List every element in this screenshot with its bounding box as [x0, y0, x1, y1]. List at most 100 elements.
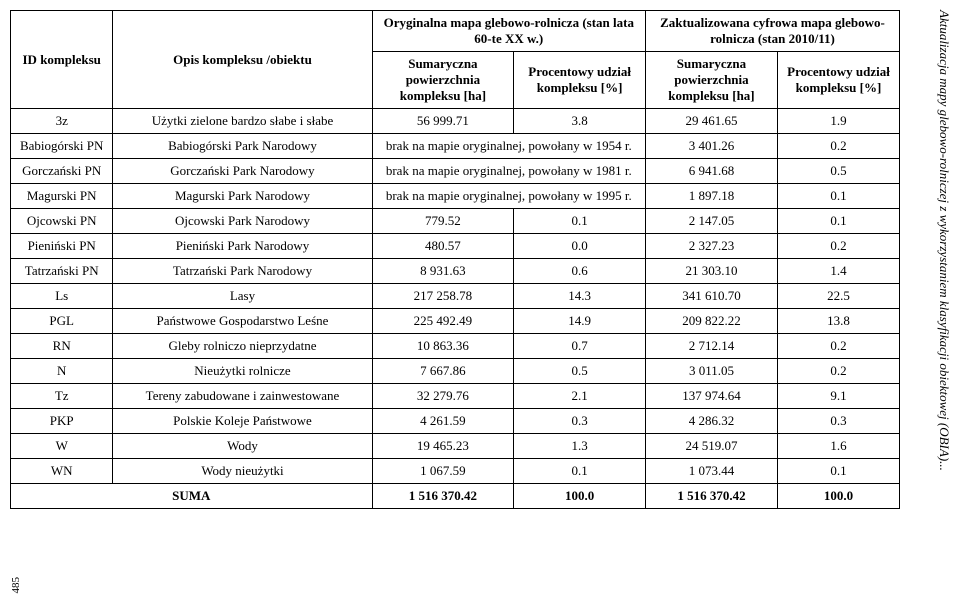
cell-id: W: [11, 434, 113, 459]
cell-opis: Użytki zielone bardzo słabe i słabe: [113, 109, 372, 134]
cell-opis: Lasy: [113, 284, 372, 309]
table-row: PGLPaństwowe Gospodarstwo Leśne225 492.4…: [11, 309, 900, 334]
cell-orig-pct: 0.7: [514, 334, 646, 359]
cell-orig-area: 217 258.78: [372, 284, 514, 309]
cell-upd-area: 21 303.10: [645, 259, 777, 284]
cell-orig-pct: 1.3: [514, 434, 646, 459]
table-sum-row: SUMA1 516 370.42100.01 516 370.42100.0: [11, 484, 900, 509]
cell-id: Ls: [11, 284, 113, 309]
cell-upd-pct: 1.4: [777, 259, 899, 284]
cell-orig-area: 10 863.36: [372, 334, 514, 359]
cell-opis: Państwowe Gospodarstwo Leśne: [113, 309, 372, 334]
cell-id: Tz: [11, 384, 113, 409]
cell-orig-pct: 0.1: [514, 459, 646, 484]
cell-id: Gorczański PN: [11, 159, 113, 184]
page: ID kompleksu Opis kompleksu /obiektu Ory…: [10, 10, 950, 593]
cell-orig-area: 7 667.86: [372, 359, 514, 384]
cell-upd-area: 3 011.05: [645, 359, 777, 384]
th-orig-group: Oryginalna mapa glebowo-rolnicza (stan l…: [372, 11, 645, 52]
cell-orig-pct: 0.3: [514, 409, 646, 434]
cell-upd-pct: 9.1: [777, 384, 899, 409]
cell-sum-label: SUMA: [11, 484, 373, 509]
table-row: Tatrzański PNTatrzański Park Narodowy8 9…: [11, 259, 900, 284]
table-row: Pieniński PNPieniński Park Narodowy480.5…: [11, 234, 900, 259]
cell-opis: Gorczański Park Narodowy: [113, 159, 372, 184]
cell-opis: Wody: [113, 434, 372, 459]
cell-upd-pct: 1.9: [777, 109, 899, 134]
cell-upd-area: 2 712.14: [645, 334, 777, 359]
cell-orig-pct: 14.9: [514, 309, 646, 334]
cell-upd-area: 4 286.32: [645, 409, 777, 434]
table-row: PKPPolskie Koleje Państwowe4 261.590.34 …: [11, 409, 900, 434]
data-table: ID kompleksu Opis kompleksu /obiektu Ory…: [10, 10, 900, 509]
cell-orig-area: 779.52: [372, 209, 514, 234]
th-upd-area: Sumaryczna powierzchnia kompleksu [ha]: [645, 52, 777, 109]
table-row: TzTereny zabudowane i zainwestowane32 27…: [11, 384, 900, 409]
cell-upd-pct: 0.1: [777, 184, 899, 209]
cell-upd-area: 341 610.70: [645, 284, 777, 309]
cell-orig-pct: 0.0: [514, 234, 646, 259]
cell-upd-area: 137 974.64: [645, 384, 777, 409]
cell-upd-area: 2 327.23: [645, 234, 777, 259]
table-row: RNGleby rolniczo nieprzydatne10 863.360.…: [11, 334, 900, 359]
table-row: 3zUżytki zielone bardzo słabe i słabe56 …: [11, 109, 900, 134]
side-caption: Aktualizacja mapy glebowo-rolniczej z wy…: [928, 10, 952, 550]
cell-orig-pct: 3.8: [514, 109, 646, 134]
cell-orig-span: brak na mapie oryginalnej, powołany w 19…: [372, 184, 645, 209]
cell-id: 3z: [11, 109, 113, 134]
cell-orig-area: 56 999.71: [372, 109, 514, 134]
cell-id: Ojcowski PN: [11, 209, 113, 234]
table-row: WNWody nieużytki1 067.590.11 073.440.1: [11, 459, 900, 484]
cell-upd-area: 2 147.05: [645, 209, 777, 234]
cell-orig-pct: 14.3: [514, 284, 646, 309]
cell-upd-pct: 1.6: [777, 434, 899, 459]
table-body: 3zUżytki zielone bardzo słabe i słabe56 …: [11, 109, 900, 509]
cell-upd-pct: 13.8: [777, 309, 899, 334]
th-upd-pct: Procentowy udział kompleksu [%]: [777, 52, 899, 109]
cell-upd-pct: 22.5: [777, 284, 899, 309]
th-orig-pct: Procentowy udział kompleksu [%]: [514, 52, 646, 109]
cell-id: PGL: [11, 309, 113, 334]
cell-upd-pct: 0.2: [777, 234, 899, 259]
cell-orig-area: 225 492.49: [372, 309, 514, 334]
cell-sum-a2: 1 516 370.42: [645, 484, 777, 509]
cell-orig-pct: 0.1: [514, 209, 646, 234]
cell-orig-pct: 2.1: [514, 384, 646, 409]
table-row: LsLasy217 258.7814.3341 610.7022.5: [11, 284, 900, 309]
cell-id: Babiogórski PN: [11, 134, 113, 159]
cell-upd-pct: 0.3: [777, 409, 899, 434]
cell-orig-span: brak na mapie oryginalnej, powołany w 19…: [372, 159, 645, 184]
cell-orig-pct: 0.6: [514, 259, 646, 284]
cell-id: PKP: [11, 409, 113, 434]
cell-orig-area: 480.57: [372, 234, 514, 259]
th-upd-group: Zaktualizowana cyfrowa mapa glebowo-roln…: [645, 11, 899, 52]
cell-id: WN: [11, 459, 113, 484]
cell-orig-area: 4 261.59: [372, 409, 514, 434]
cell-opis: Ojcowski Park Narodowy: [113, 209, 372, 234]
cell-sum-p2: 100.0: [777, 484, 899, 509]
cell-id: RN: [11, 334, 113, 359]
cell-upd-pct: 0.2: [777, 134, 899, 159]
cell-opis: Gleby rolniczo nieprzydatne: [113, 334, 372, 359]
table-row: Ojcowski PNOjcowski Park Narodowy779.520…: [11, 209, 900, 234]
cell-orig-pct: 0.5: [514, 359, 646, 384]
cell-upd-area: 1 073.44: [645, 459, 777, 484]
cell-upd-pct: 0.1: [777, 459, 899, 484]
cell-opis: Polskie Koleje Państwowe: [113, 409, 372, 434]
cell-id: Pieniński PN: [11, 234, 113, 259]
table-row: Magurski PNMagurski Park Narodowybrak na…: [11, 184, 900, 209]
cell-upd-pct: 0.1: [777, 209, 899, 234]
cell-upd-area: 3 401.26: [645, 134, 777, 159]
cell-upd-pct: 0.2: [777, 334, 899, 359]
cell-sum-a1: 1 516 370.42: [372, 484, 514, 509]
cell-orig-area: 32 279.76: [372, 384, 514, 409]
cell-opis: Pieniński Park Narodowy: [113, 234, 372, 259]
cell-opis: Babiogórski Park Narodowy: [113, 134, 372, 159]
cell-opis: Magurski Park Narodowy: [113, 184, 372, 209]
table-row: Gorczański PNGorczański Park Narodowybra…: [11, 159, 900, 184]
cell-upd-pct: 0.2: [777, 359, 899, 384]
cell-orig-span: brak na mapie oryginalnej, powołany w 19…: [372, 134, 645, 159]
th-id: ID kompleksu: [11, 11, 113, 109]
cell-opis: Nieużytki rolnicze: [113, 359, 372, 384]
cell-upd-area: 6 941.68: [645, 159, 777, 184]
